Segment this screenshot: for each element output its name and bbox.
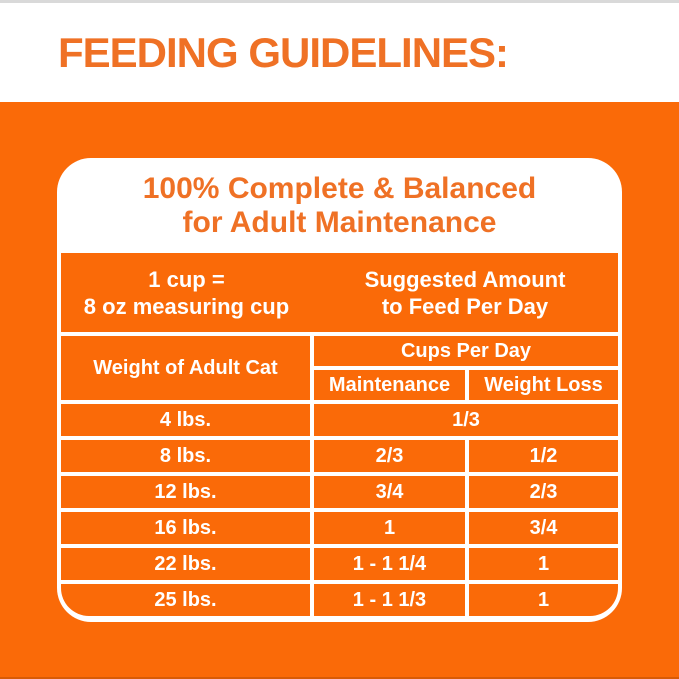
suggested-amount-line1: Suggested Amount	[364, 266, 566, 292]
masthead: FEEDING GUIDELINES:	[0, 3, 679, 102]
table-row-weight-cell: 25 lbs.	[61, 584, 310, 616]
column-header-weight-loss: Weight Loss	[469, 370, 618, 400]
bottom-edge-divider	[0, 677, 679, 679]
table-row-maintenance-cell: 3/4	[314, 476, 465, 508]
page-title: FEEDING GUIDELINES:	[58, 28, 509, 76]
table-row-weight-loss-cell: 3/4	[469, 512, 618, 544]
table-row-shared-value-cell: 1/3	[314, 404, 618, 436]
column-header-maintenance: Maintenance	[314, 370, 465, 400]
cup-definition-line2: 8 oz measuring cup	[83, 293, 290, 319]
table-row-weight-cell: 8 lbs.	[61, 440, 310, 472]
feeding-table: 1 cup = 8 oz measuring cup Suggested Amo…	[57, 253, 622, 622]
table-row-weight-cell: 12 lbs.	[61, 476, 310, 508]
table-intro-row: 1 cup = 8 oz measuring cup Suggested Amo…	[61, 253, 618, 332]
table-row-weight-loss-cell: 1/2	[469, 440, 618, 472]
table-row-weight-loss-cell: 1	[469, 584, 618, 616]
top-edge-divider	[0, 0, 679, 3]
table-row-weight-cell: 4 lbs.	[61, 404, 310, 436]
table-row-maintenance-cell: 1	[314, 512, 465, 544]
suggested-amount-line2: to Feed Per Day	[381, 293, 549, 319]
card-heading-line1: 100% Complete & Balanced	[142, 171, 537, 205]
cup-definition-line1: 1 cup =	[148, 266, 225, 292]
card-heading: 100% Complete & Balanced for Adult Maint…	[57, 158, 622, 253]
table-row-weight-cell: 22 lbs.	[61, 548, 310, 580]
table-row-maintenance-cell: 1 - 1 1/3	[314, 584, 465, 616]
card-heading-line2: for Adult Maintenance	[182, 205, 497, 239]
table-row-maintenance-cell: 2/3	[314, 440, 465, 472]
column-header-cups-per-day: Cups Per Day	[314, 336, 618, 366]
guidelines-card: 100% Complete & Balanced for Adult Maint…	[57, 158, 622, 622]
table-row-weight-loss-cell: 1	[469, 548, 618, 580]
table-row-weight-loss-cell: 2/3	[469, 476, 618, 508]
table-row-maintenance-cell: 1 - 1 1/4	[314, 548, 465, 580]
cup-definition: 1 cup = 8 oz measuring cup	[61, 266, 312, 320]
suggested-amount-heading: Suggested Amount to Feed Per Day	[312, 266, 618, 320]
table-row-weight-cell: 16 lbs.	[61, 512, 310, 544]
orange-background: 100% Complete & Balanced for Adult Maint…	[0, 102, 679, 679]
column-header-weight-of-adult-cat: Weight of Adult Cat	[61, 336, 310, 400]
